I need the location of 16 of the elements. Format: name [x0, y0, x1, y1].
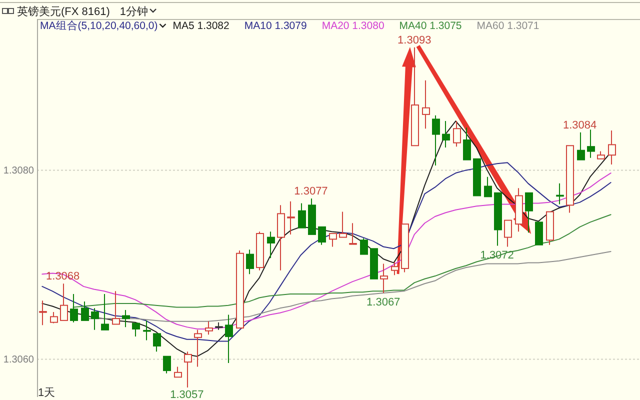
text: MA10 1.3079: [244, 20, 307, 32]
annotation: 1天: [38, 387, 56, 399]
text: MA20 1.3080: [322, 20, 384, 32]
text: MA60 1.3071: [476, 20, 540, 32]
annotation: 1.3057: [170, 389, 204, 400]
chart-subtitle: 1分钟: [120, 6, 148, 18]
legend-title: MA组合(5,10,20,40,60,0): [40, 19, 158, 32]
annotation: 1.3084: [562, 119, 597, 132]
y-tick-label: 1.3060: [3, 354, 34, 366]
text: MA40 1.3075: [399, 20, 462, 32]
legend-label: MA5 1.3082: [172, 20, 230, 32]
y-tick-label: 1.3080: [3, 166, 34, 177]
annotation: 1.3093: [398, 34, 432, 46]
annotation: 1.3077: [294, 186, 328, 198]
chart-title: 英镑美元(FX 8161): [17, 5, 110, 18]
annotation: 1.3067: [366, 296, 400, 309]
